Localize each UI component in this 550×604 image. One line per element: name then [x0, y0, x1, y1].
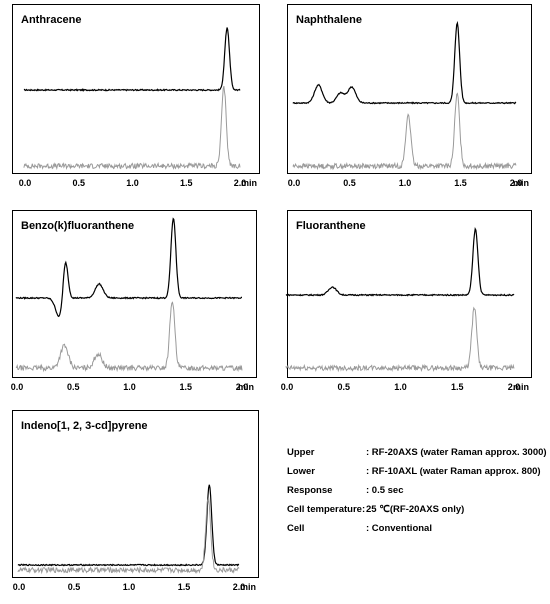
x-tick-label: 1.5	[450, 382, 464, 392]
lower-trace-line	[17, 497, 240, 575]
plot-frame	[12, 4, 260, 174]
x-unit-label: min	[241, 178, 258, 188]
upper-trace-line	[17, 484, 240, 567]
chart-title: Naphthalene	[296, 14, 363, 26]
chart-title: Fluoranthene	[296, 220, 366, 232]
upper-trace-line	[23, 27, 241, 92]
x-tick-label: 1.0	[122, 582, 136, 592]
upper-trace-line	[15, 217, 242, 318]
x-tick-label: 2.0	[235, 382, 249, 392]
x-tick-label: 2.0	[507, 382, 521, 392]
x-tick-label: 1.0	[123, 382, 136, 392]
chart-title: Benzo(k)fluoranthene	[21, 220, 135, 232]
x-tick-label: 0.5	[66, 382, 80, 392]
chromatogram-panel: Naphthalene 0.0 0.5 1.0 1.5 2.0 min	[287, 4, 532, 194]
chromatogram-plot	[23, 27, 241, 171]
condition-value: : RF-20AXS (water Raman approx. 3000)	[366, 447, 547, 458]
x-tick-label: 1.0	[398, 178, 412, 188]
chromatogram-plot	[15, 217, 243, 373]
x-tick-label: 2.0	[509, 178, 523, 188]
x-tick-label: 0.5	[67, 582, 81, 592]
x-tick-label: 0.5	[343, 178, 356, 188]
x-tick-label: 0.5	[72, 178, 86, 188]
chart-title: Anthracene	[21, 14, 82, 26]
condition-value: : RF-10AXL (water Raman approx. 800)	[366, 466, 541, 477]
condition-label: Cell	[287, 523, 305, 534]
chromatogram-plot	[17, 484, 240, 575]
condition-label: Upper	[287, 447, 315, 458]
upper-trace-line	[285, 227, 515, 297]
condition-value: 25 ℃(RF-20AXS only)	[366, 504, 465, 515]
x-tick-label: 1.5	[179, 178, 193, 188]
x-tick-label: 0.0	[280, 382, 294, 392]
x-tick-label: 1.5	[454, 178, 467, 188]
x-tick-label: 0.0	[10, 382, 24, 392]
x-tick-label: 1.0	[126, 178, 139, 188]
lower-trace-line	[292, 92, 517, 171]
chromatogram-plot	[285, 227, 515, 373]
x-unit-label: min	[238, 382, 255, 392]
chromatogram-panel: Benzo(k)fluoranthene 0.0 0.5 1.0 1.5 2.0 min	[10, 210, 257, 398]
x-tick-label: 2.0	[232, 582, 246, 592]
condition-label: Lower	[287, 466, 315, 477]
condition-value: : 0.5 sec	[366, 485, 404, 496]
plot-frame	[287, 4, 532, 174]
chart-title: Indeno[1, 2, 3-cd]pyrene	[21, 420, 148, 432]
x-tick-label: 0.5	[337, 382, 351, 392]
x-unit-label: min	[513, 178, 530, 188]
chromatogram-plot	[292, 20, 517, 171]
plot-frame	[12, 410, 259, 578]
chromatogram-panel: Anthracene 0.0 0.5 1.0 1.5 2.0 min	[12, 4, 260, 194]
condition-label: Cell temperature:	[287, 504, 366, 515]
condition-value: : Conventional	[366, 523, 432, 534]
x-tick-label: 1.5	[179, 382, 193, 392]
chromatogram-panel: Indeno[1, 2, 3-cd]pyrene 0.0 0.5 1.0 1.5 2.0 m…	[12, 410, 259, 598]
plot-frame	[287, 210, 532, 378]
x-tick-label: 1.5	[177, 582, 191, 592]
x-tick-label: 2.0	[233, 178, 247, 188]
x-tick-label: 1.0	[394, 382, 407, 392]
chromatogram-panel: Fluoranthene 0.0 0.5 1.0 1.5 2.0 min	[281, 210, 532, 398]
lower-trace-line	[15, 301, 243, 373]
condition-label: Response	[287, 485, 333, 496]
plot-frame	[12, 210, 257, 378]
lower-trace-line	[23, 85, 241, 171]
x-unit-label: min	[513, 382, 530, 392]
x-unit-label: min	[240, 582, 257, 592]
x-tick-label: 0.0	[18, 178, 32, 188]
x-tick-label: 0.0	[12, 582, 26, 592]
lower-trace-line	[285, 306, 515, 373]
upper-trace-line	[292, 20, 517, 105]
x-tick-label: 0.0	[287, 178, 301, 188]
